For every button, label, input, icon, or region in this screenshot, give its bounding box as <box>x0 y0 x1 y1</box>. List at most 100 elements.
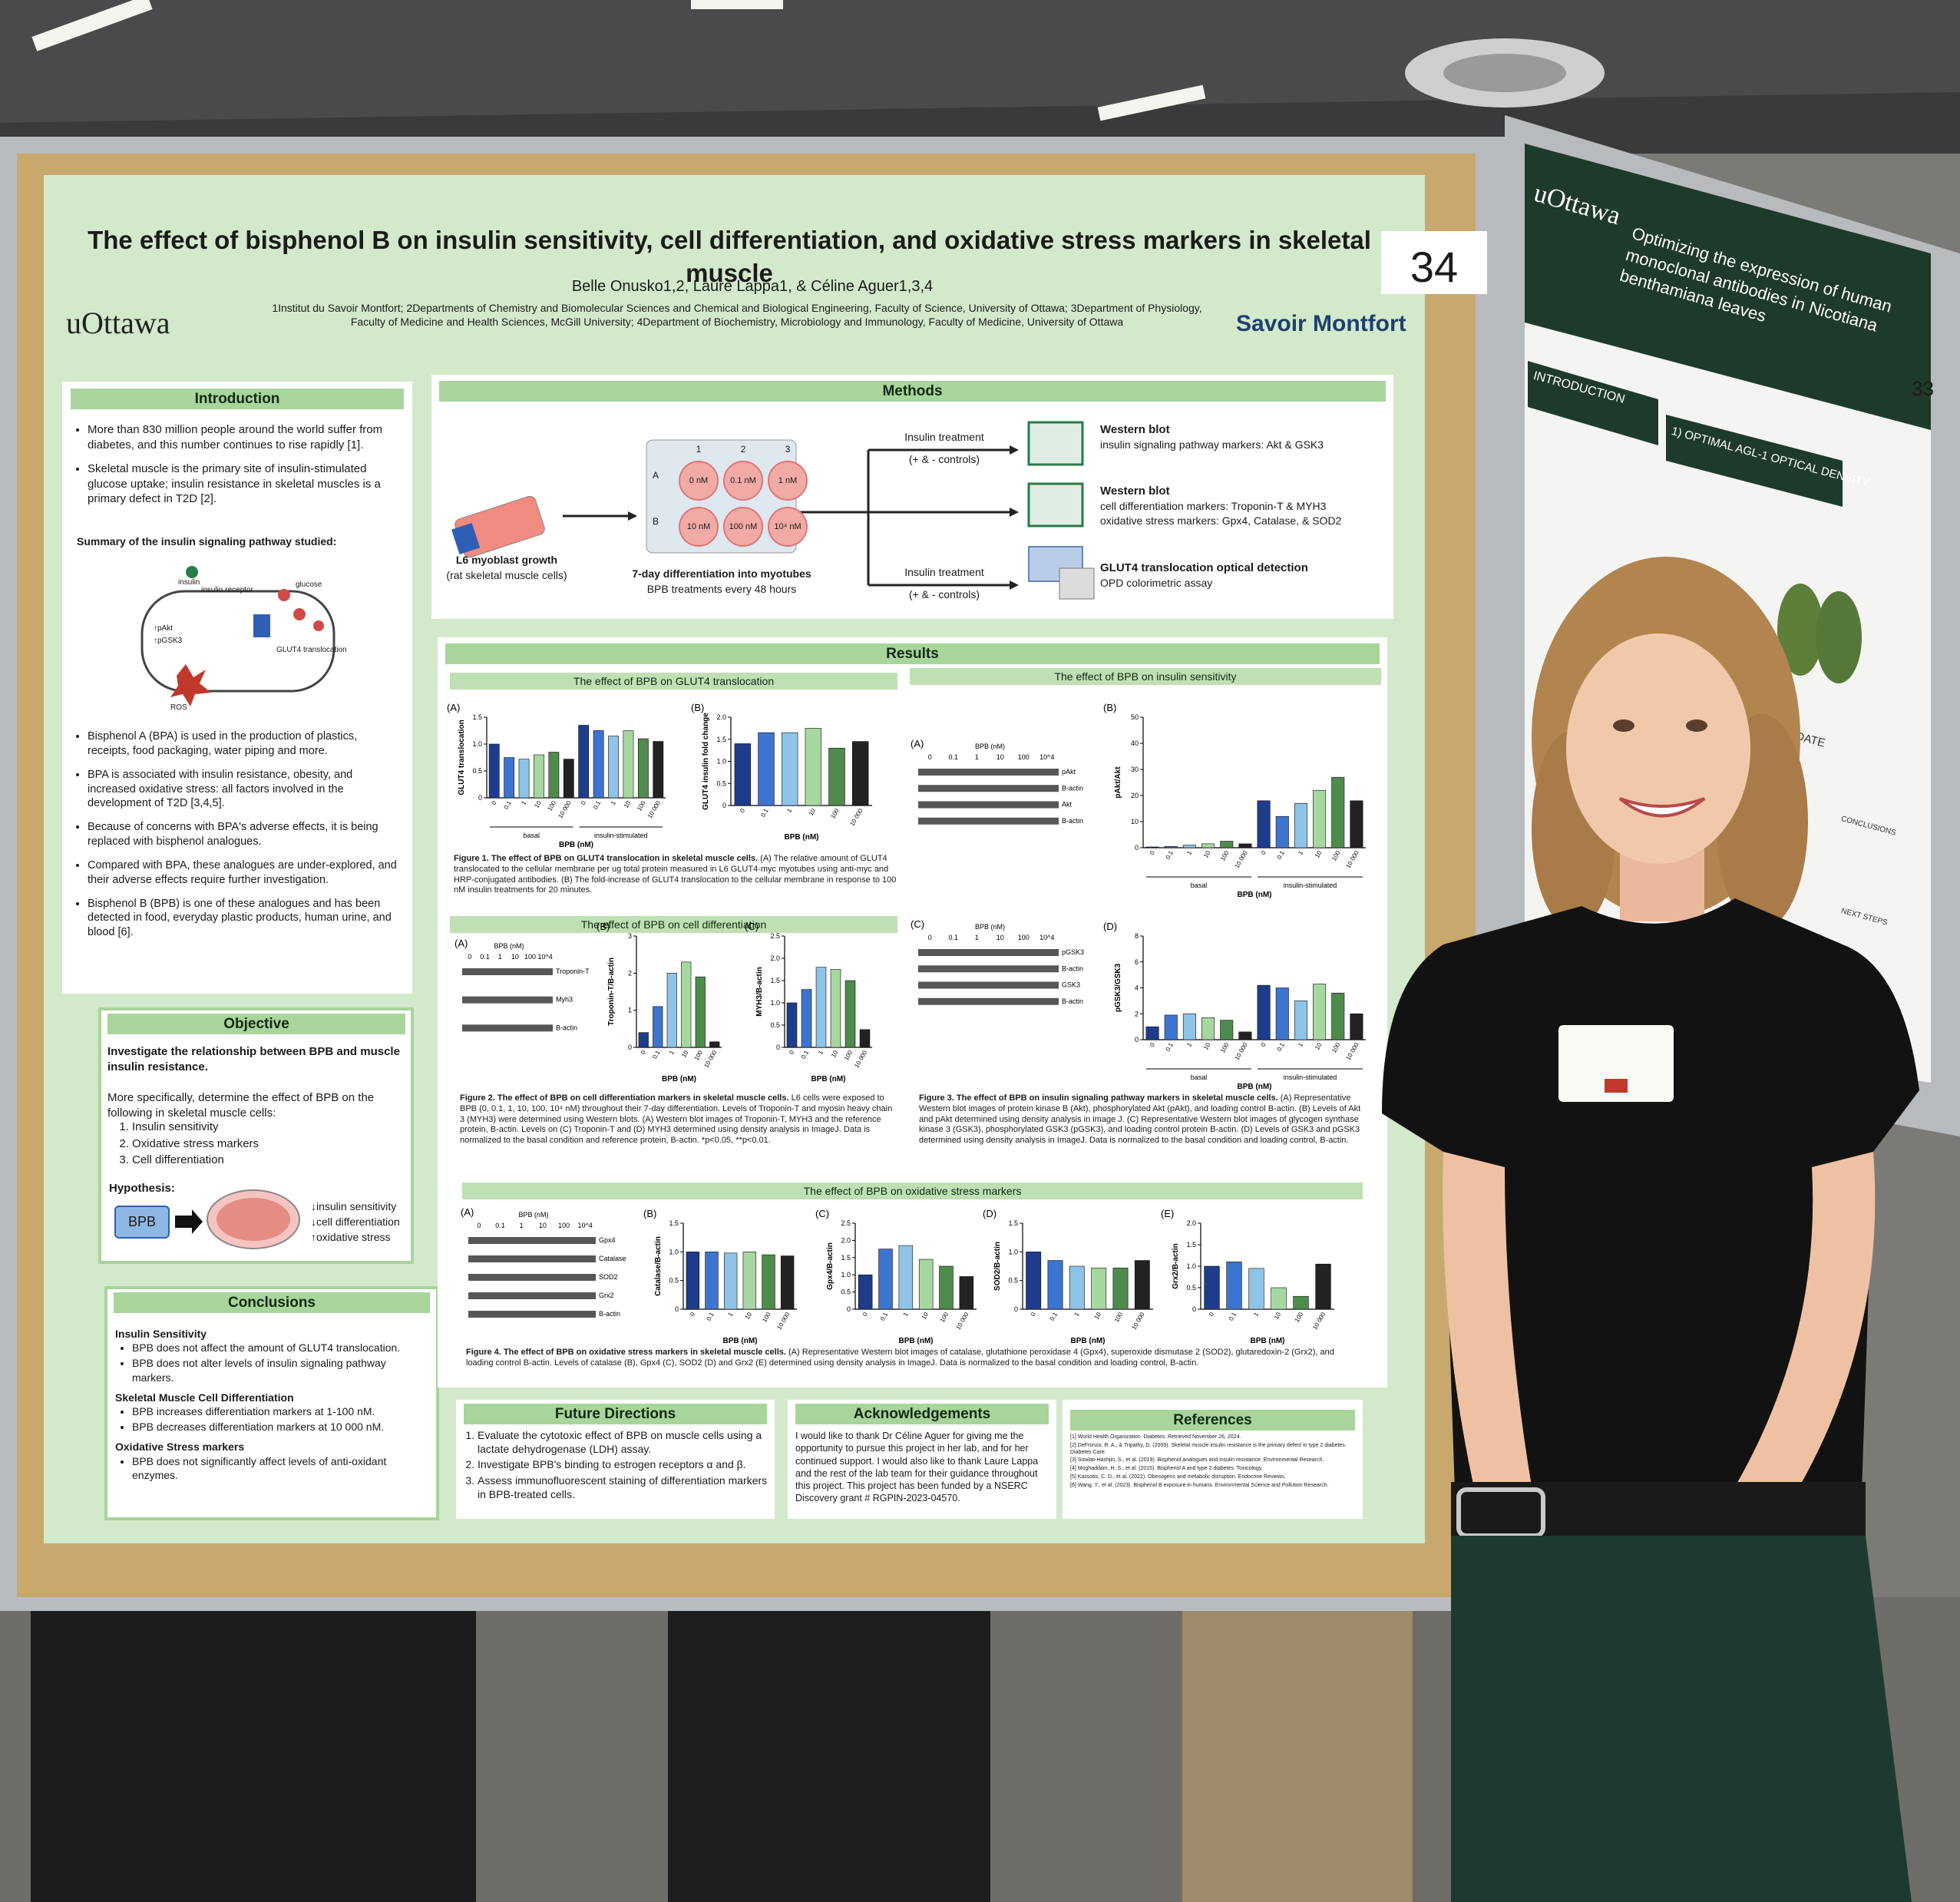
plate-col: 3 <box>785 444 791 455</box>
group-items: BPB does not significantly affect levels… <box>115 1454 430 1482</box>
section-heading: Acknowledgements <box>795 1404 1049 1424</box>
y-tick-label: 10 <box>1131 818 1139 825</box>
lane-label: 100 <box>1018 753 1030 761</box>
panel-label: (B) <box>1103 702 1116 713</box>
future-body: Evaluate the cytotoxic effect of BPB on … <box>461 1428 768 1503</box>
subheading: The effect of BPB on insulin sensitivity <box>910 668 1381 685</box>
western-blot: (A) BPB (nM) 0 0.1 1 10 100 10^4 Gpx4 Catalase SOD… <box>461 1206 626 1318</box>
caption-text: (A) Representative Western blot images o… <box>919 1093 1361 1145</box>
output-title: Western blot <box>1100 485 1170 498</box>
affiliations: 1Institut du Savoir Montfort; 2Departmen… <box>272 302 1202 329</box>
decoration <box>175 1209 203 1234</box>
well: 0.1 nM <box>723 461 763 501</box>
bar <box>742 1252 757 1310</box>
well: 10⁴ nM <box>768 507 808 547</box>
x-tick-label: 100 <box>939 1311 950 1324</box>
y-tick-label: 1.5 <box>669 1219 679 1227</box>
row-label: B-actin <box>556 1024 577 1031</box>
bar <box>1350 800 1363 848</box>
x-tick-label: 10 <box>1202 1041 1212 1051</box>
x-tick-label: 0 <box>1260 1041 1268 1048</box>
x-tick-label: 0.1 <box>1228 1311 1238 1322</box>
bar <box>1134 1260 1150 1310</box>
x-axis-label: BPB (nM) <box>723 1337 758 1345</box>
subheading: The effect of BPB on oxidative stress ma… <box>462 1183 1363 1199</box>
decoration <box>140 590 335 693</box>
bar <box>488 743 500 799</box>
lane-label: 10^4 <box>538 953 553 961</box>
x-tick-label: 10 000 <box>1234 849 1249 869</box>
x-tick-label: 0.1 <box>1165 849 1175 861</box>
bar-chart: (B) 0 0.5 1.0 1.5 2.0 GLUT4 insulin fold chang… <box>691 702 872 842</box>
bar <box>844 980 856 1048</box>
x-tick-label: 100 <box>1219 1041 1231 1054</box>
x-tick-label: 100 <box>1219 849 1231 862</box>
hypothesis-box: BPB <box>127 1214 157 1229</box>
pathway-label: ROS <box>170 703 187 712</box>
lane-label: 0 <box>928 753 932 761</box>
decoration <box>1816 591 1862 683</box>
list-item: Compared with BPA, these analogues are u… <box>88 858 401 888</box>
x-tick-label: 10 000 <box>955 1311 970 1331</box>
well: 10 nM <box>679 507 719 547</box>
y-tick-label: 8 <box>1135 932 1139 940</box>
y-tick-label: 0 <box>478 794 482 802</box>
plate-row: B <box>653 516 659 527</box>
lane-label: 0.1 <box>495 1222 505 1229</box>
y-tick-label: 0.5 <box>841 1288 851 1296</box>
board-number: 34 <box>1410 243 1459 291</box>
lane-label: 1 <box>975 753 979 761</box>
x-tick-label: 0 <box>1260 849 1268 856</box>
bar <box>1257 984 1271 1040</box>
decoration <box>1010 508 1019 517</box>
conclusions-body: Insulin SensitivityBPB does not affect t… <box>115 1321 430 1484</box>
x-tick-label: 10 <box>1093 1311 1103 1321</box>
bar <box>1238 1031 1252 1040</box>
bar <box>563 759 574 799</box>
caption-label: Figure 2. The effect of BPB on cell diff… <box>460 1093 789 1103</box>
lane-label: 0 <box>928 934 932 941</box>
reference: [3] Sowlati-Hashjin, S., et al. (2019). … <box>1070 1457 1324 1464</box>
decoration <box>170 664 211 706</box>
section-heading: Conclusions <box>114 1292 430 1313</box>
row-label: Myh3 <box>556 996 573 1004</box>
x-tick-label: 10 000 <box>702 1049 718 1069</box>
decoration <box>668 1574 990 1902</box>
decoration <box>313 620 324 631</box>
lane-label: 100 <box>558 1222 570 1229</box>
bar <box>1293 1295 1309 1310</box>
y-axis-label: MYH3/B-actin <box>755 967 764 1016</box>
bar <box>504 757 515 799</box>
bar <box>1164 1014 1178 1040</box>
x-axis-label: BPB (nM) <box>1251 1337 1285 1345</box>
x-tick-label: 100 <box>761 1311 772 1324</box>
x-tick-label: 0.1 <box>759 807 770 819</box>
x-tick-label: 100 <box>1330 1041 1342 1054</box>
bar <box>1257 800 1271 848</box>
y-tick-label: 1.5 <box>716 736 726 743</box>
x-tick-label: 0.1 <box>1276 849 1287 861</box>
reference: [2] DeFronzo, R. A., & Tripathy, D. (200… <box>1070 1442 1347 1455</box>
decoration: Bisphenol A (BPA) is used in the product… <box>71 729 401 940</box>
bar <box>939 1265 954 1310</box>
panel-label: (E) <box>1161 1208 1174 1219</box>
objective-lead: Investigate the relationship between BPB… <box>107 1045 400 1073</box>
x-tick-label: 0 <box>490 799 497 806</box>
x-tick-label: 10 <box>680 1049 690 1059</box>
y-tick-label: 1.0 <box>841 1271 851 1278</box>
bar <box>638 1032 649 1048</box>
blot-band <box>468 1237 596 1244</box>
y-tick-label: 0.5 <box>472 767 482 775</box>
x-tick-label: 10 <box>744 1311 754 1321</box>
decoration <box>1381 231 1487 294</box>
section-heading: Objective <box>107 1014 405 1034</box>
y-tick-label: 0.5 <box>669 1277 679 1285</box>
section-heading: Results <box>445 643 1380 664</box>
group-label: insulin-stimulated <box>1284 882 1337 889</box>
reference: [1] World Health Organization. Diabetes.… <box>1070 1434 1241 1440</box>
decoration <box>278 589 290 601</box>
x-tick-label: 0.1 <box>1276 1041 1287 1053</box>
caption: Figure 2. The effect of BPB on cell diff… <box>460 1093 897 1146</box>
